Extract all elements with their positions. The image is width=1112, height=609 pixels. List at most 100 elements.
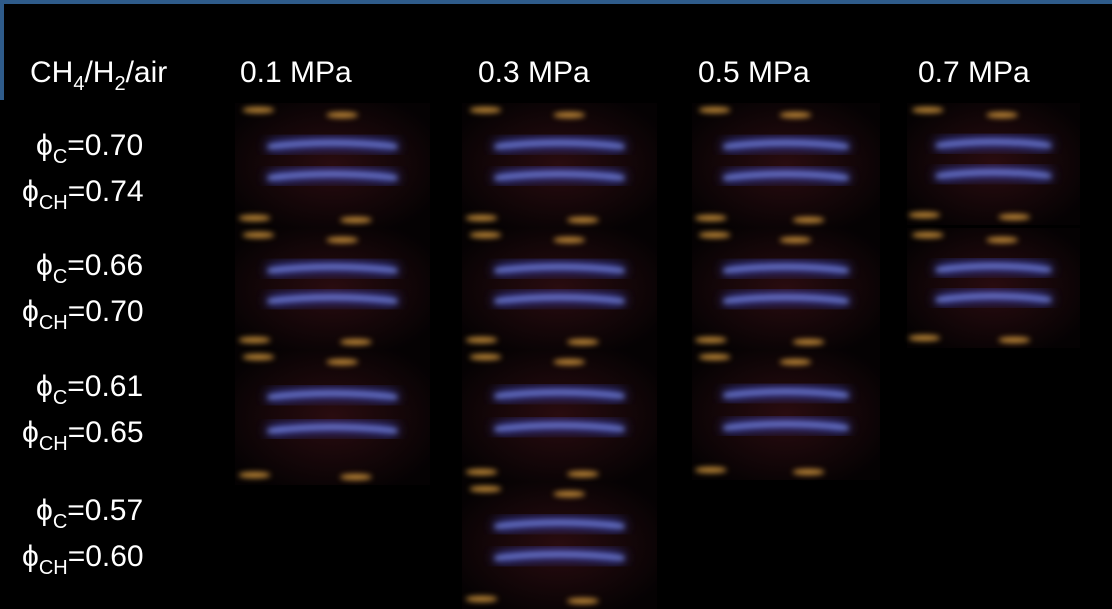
burner-glint: [911, 232, 944, 238]
burner-glint: [469, 107, 502, 113]
flame-photo: [462, 228, 657, 350]
column-header: 0.1 MPa: [240, 56, 352, 89]
value: =0.65: [68, 416, 144, 449]
subscript: C: [53, 511, 67, 533]
burner-glint: [779, 237, 812, 243]
burner-glint: [242, 107, 275, 113]
burner-glint: [339, 217, 372, 223]
top-border: [0, 0, 1112, 4]
left-border: [0, 0, 4, 100]
symbol: ϕ: [36, 370, 53, 403]
burner-glint: [908, 335, 941, 341]
flame-sheet: [723, 141, 849, 149]
flame-sheet: [494, 552, 625, 560]
symbol: ϕ: [36, 249, 53, 282]
flame-photo: [907, 103, 1080, 225]
flame-sheet: [267, 265, 398, 273]
photo-bg: [462, 228, 657, 350]
value: =0.70: [67, 129, 143, 162]
symbol: ϕ: [36, 129, 53, 162]
flame-sheet: [936, 294, 1051, 302]
burner-glint: [694, 215, 727, 221]
value: =0.74: [68, 175, 144, 208]
subscript: CH: [39, 557, 68, 579]
flame-photos: [235, 103, 1080, 609]
burner-glint: [566, 217, 599, 223]
subscript: C: [53, 387, 67, 409]
flame-photo: [235, 103, 430, 228]
subscript: CH: [39, 433, 68, 455]
burner-glint: [238, 215, 271, 221]
row-label: ϕC=0.70: [36, 129, 143, 168]
burner-glint: [694, 337, 727, 343]
burner-glint: [986, 112, 1019, 118]
subscript: C: [53, 266, 67, 288]
burner-glint: [792, 217, 825, 223]
subscript: CH: [39, 192, 68, 214]
flame-photo: [235, 350, 430, 485]
flame-sheet: [267, 391, 398, 399]
value: =0.60: [68, 540, 144, 573]
row-label: ϕCH=0.74: [22, 175, 144, 214]
flame-sheet: [936, 264, 1051, 272]
value: =0.66: [67, 249, 143, 282]
burner-glint: [553, 112, 586, 118]
flame-sheet: [936, 170, 1051, 178]
flame-sheet: [267, 141, 398, 149]
burner-glint: [779, 359, 812, 365]
symbol: ϕ: [22, 295, 39, 328]
symbol: ϕ: [22, 540, 39, 573]
burner-glint: [553, 237, 586, 243]
flame-photo: [462, 482, 657, 609]
burner-glint: [986, 237, 1019, 243]
row-label: ϕCH=0.60: [22, 540, 144, 579]
flame-sheet: [723, 390, 849, 397]
flame-sheet: [936, 140, 1051, 148]
photo-bg: [907, 228, 1080, 348]
row-label: ϕC=0.57: [36, 494, 143, 533]
burner-glint: [553, 491, 586, 497]
burner-glint: [465, 469, 498, 475]
burner-glint: [908, 212, 941, 218]
burner-glint: [242, 354, 275, 360]
burner-glint: [779, 112, 812, 118]
row-label: ϕC=0.61: [36, 370, 143, 409]
flame-sheet: [494, 520, 625, 528]
symbol: ϕ: [36, 494, 53, 527]
burner-glint: [465, 596, 498, 602]
text-part: /H: [84, 56, 114, 89]
flame-sheet: [494, 390, 625, 398]
text-part: CH: [30, 56, 73, 89]
photo-bg: [235, 228, 430, 350]
burner-glint: [326, 359, 359, 365]
symbol: ϕ: [22, 416, 39, 449]
burner-glint: [469, 354, 502, 360]
burner-glint: [566, 598, 599, 604]
row-label: ϕCH=0.70: [22, 295, 144, 334]
flame-photo: [462, 103, 657, 228]
flame-sheet: [267, 425, 398, 433]
subscript: 2: [114, 73, 125, 95]
value: =0.61: [67, 370, 143, 403]
burner-glint: [911, 107, 944, 113]
burner-glint: [566, 471, 599, 477]
photo-bg: [235, 103, 430, 228]
burner-glint: [694, 467, 727, 473]
flame-photo: [907, 228, 1080, 348]
flame-sheet: [723, 172, 849, 180]
photo-bg: [692, 350, 880, 480]
flame-sheet: [723, 422, 849, 430]
photo-bg: [692, 228, 880, 350]
flame-sheet: [723, 295, 849, 303]
flame-sheet: [494, 423, 625, 431]
flame-sheet: [494, 141, 625, 149]
flame-sheet: [494, 172, 625, 180]
photo-bg: [462, 103, 657, 228]
burner-glint: [792, 469, 825, 475]
subscript: C: [53, 146, 67, 168]
burner-glint: [326, 112, 359, 118]
subscript: CH: [39, 312, 68, 334]
corner-label: CH4/H2/air: [30, 56, 167, 95]
flame-sheet: [267, 172, 398, 180]
